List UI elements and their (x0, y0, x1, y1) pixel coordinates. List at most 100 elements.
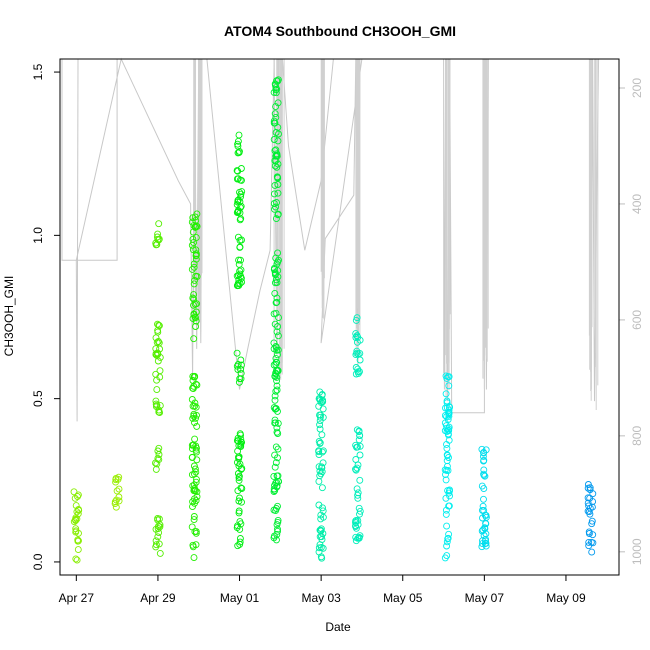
x-axis-label: Date (325, 620, 351, 634)
data-point (270, 266, 278, 273)
data-point (274, 351, 281, 359)
data-point (152, 537, 160, 545)
data-point (191, 435, 199, 443)
data-point (233, 349, 241, 357)
data-point (442, 494, 450, 502)
data-point (191, 213, 199, 221)
data-point (112, 503, 120, 511)
pressure-tick-label: 1000 (630, 538, 644, 565)
data-point (272, 387, 280, 395)
data-point (356, 476, 364, 484)
y-tick-label: 1.0 (31, 227, 45, 244)
data-point (74, 493, 81, 500)
data-point (318, 554, 326, 562)
data-point (237, 438, 245, 446)
data-point (274, 478, 282, 485)
data-point (317, 411, 325, 419)
x-tick-label: May 05 (383, 591, 423, 605)
data-point (318, 431, 326, 439)
data-point (445, 409, 453, 417)
data-point (354, 489, 362, 497)
data-point (153, 241, 161, 249)
data-point (444, 534, 452, 542)
data-point (356, 432, 364, 440)
data-point (445, 382, 453, 390)
data-point (234, 140, 242, 148)
data-point (356, 507, 364, 515)
data-point (270, 472, 278, 480)
data-point (318, 448, 326, 456)
data-point (191, 465, 199, 473)
data-point (445, 427, 453, 434)
data-point (352, 441, 360, 449)
data-point (352, 364, 360, 371)
data-point (319, 447, 327, 455)
data-point (235, 472, 243, 480)
data-point (234, 175, 242, 183)
altitude-profile (60, 57, 600, 422)
data-point (190, 470, 198, 478)
data-point (238, 485, 246, 492)
data-point (480, 466, 488, 474)
pressure-tick-label: 600 (630, 310, 644, 330)
data-point (273, 536, 280, 544)
data-point (235, 149, 243, 157)
data-point (585, 530, 593, 537)
data-point (111, 500, 119, 508)
data-point (190, 554, 198, 562)
data-point (235, 131, 243, 139)
data-point (189, 503, 196, 511)
data-point (274, 430, 282, 437)
data-point (356, 349, 364, 357)
data-point (272, 146, 280, 154)
data-point (190, 222, 198, 230)
data-point (273, 531, 281, 538)
data-point (270, 88, 278, 96)
data-point (191, 300, 199, 308)
data-point (589, 498, 597, 506)
pressure-tick-label: 400 (630, 194, 644, 214)
data-point (192, 497, 200, 505)
data-point (73, 556, 81, 564)
data-point (443, 424, 451, 432)
data-point (238, 236, 245, 244)
data-point (353, 426, 361, 434)
data-point (189, 385, 197, 393)
data-point (274, 527, 282, 535)
data-point (318, 536, 326, 543)
data-point (317, 515, 325, 523)
data-point (315, 548, 323, 556)
data-point (445, 489, 453, 497)
data-point (70, 488, 78, 496)
data-point (445, 406, 453, 414)
data-point (155, 406, 163, 414)
data-point (153, 401, 161, 409)
data-point (480, 495, 487, 503)
data-point (273, 377, 281, 385)
data-point (273, 386, 281, 394)
data-point (355, 436, 363, 444)
data-point (271, 110, 279, 118)
data-point (190, 487, 198, 495)
data-point (237, 165, 245, 172)
data-point (237, 365, 245, 373)
data-point (189, 541, 197, 549)
data-point (584, 494, 592, 502)
data-point (189, 294, 197, 302)
data-point (191, 223, 199, 231)
data-point (442, 390, 450, 398)
data-point (478, 445, 486, 453)
data-point (352, 330, 360, 338)
data-point (152, 397, 160, 405)
data-point (270, 117, 278, 125)
data-point (189, 414, 197, 422)
data-point (72, 555, 80, 563)
data-point (156, 521, 164, 529)
data-point (115, 485, 123, 493)
data-point (271, 396, 279, 404)
y-tick-label: 0.0 (31, 553, 45, 570)
data-point (352, 370, 360, 378)
data-point (271, 372, 279, 380)
data-point (315, 544, 323, 552)
data-point (155, 220, 163, 228)
